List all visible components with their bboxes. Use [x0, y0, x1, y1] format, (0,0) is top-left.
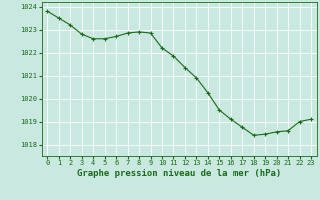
X-axis label: Graphe pression niveau de la mer (hPa): Graphe pression niveau de la mer (hPa): [77, 169, 281, 178]
